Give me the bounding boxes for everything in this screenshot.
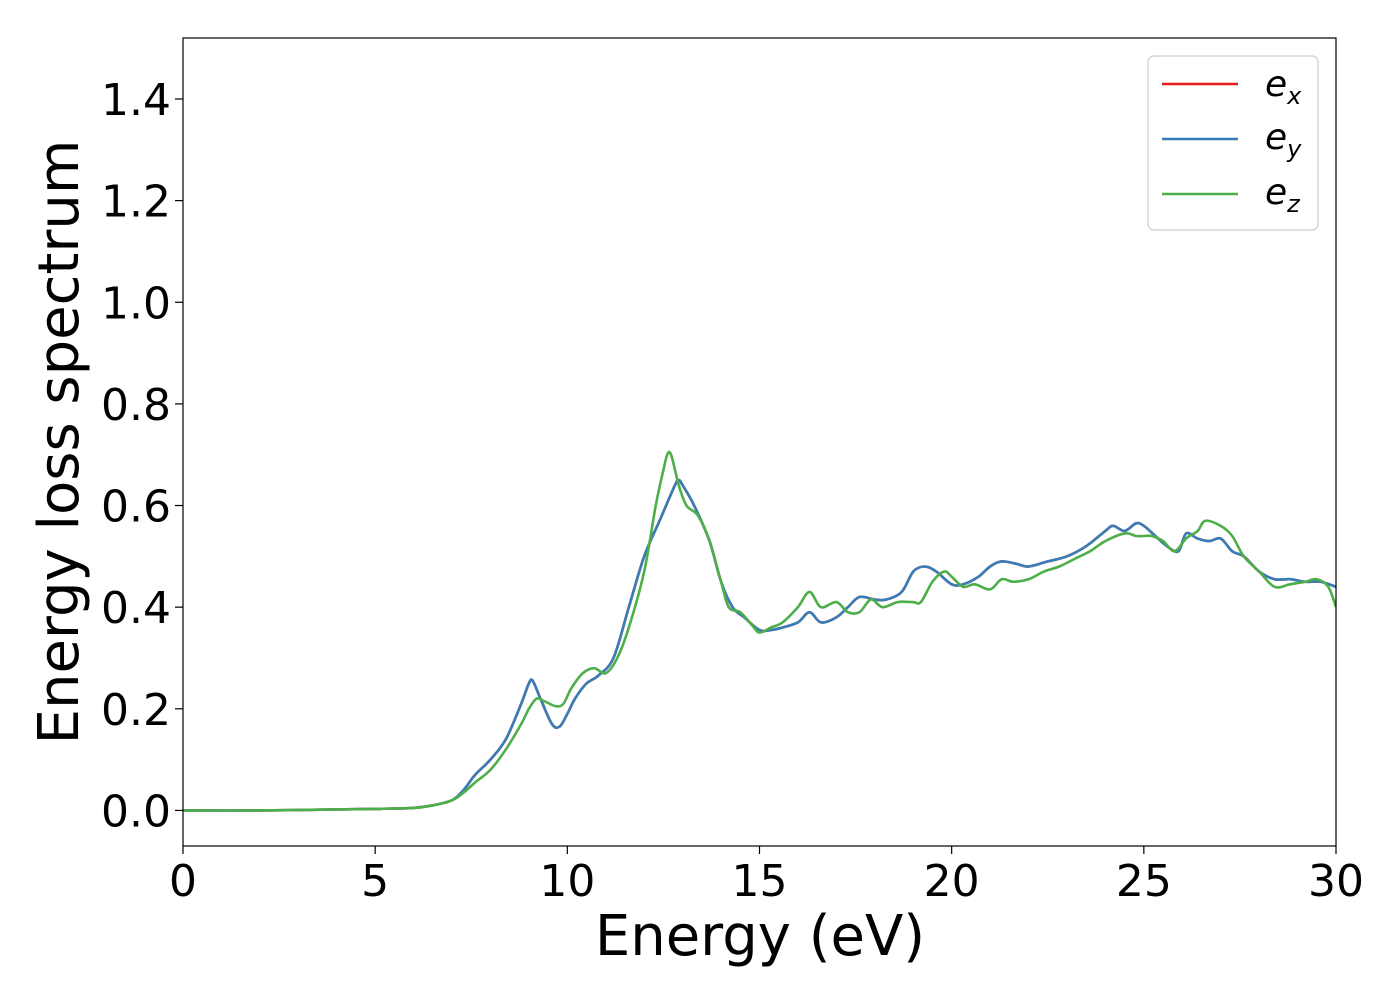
x-tick-label: 30: [1308, 856, 1364, 907]
y-axis-ticks: 0.0 0.2 0.4 0.6 0.8 1.0 1.2 1.4: [101, 75, 183, 837]
legend-label-ez-sub: z: [1286, 190, 1301, 218]
legend-label-ex-sub: x: [1286, 82, 1302, 110]
y-tick-label: 0.6: [101, 482, 171, 533]
y-tick-label: 0.2: [101, 685, 171, 736]
legend: ex ey ez: [1147, 55, 1319, 231]
y-tick-label: 1.2: [101, 177, 171, 228]
legend-label-ez: ez: [1265, 172, 1301, 218]
series-line-ex: [183, 478, 1336, 812]
x-tick-label: 5: [361, 856, 389, 907]
x-tick-label: 15: [732, 856, 788, 907]
x-axis-ticks: 0 5 10 15 20 25 30: [169, 846, 1364, 907]
legend-label-ey-sub: y: [1286, 135, 1302, 163]
legend-label-ey-main: e: [1265, 117, 1287, 158]
series-group: [183, 450, 1336, 812]
x-tick-label: 10: [539, 856, 595, 907]
y-tick-label: 1.4: [101, 75, 171, 126]
series-line-ez: [183, 450, 1336, 812]
y-tick-label: 0.8: [101, 380, 171, 431]
y-axis-title: Energy loss spectrum: [27, 140, 92, 745]
legend-label-ez-main: e: [1265, 172, 1287, 213]
x-tick-label: 0: [169, 856, 197, 907]
x-axis-title: Energy (eV): [595, 904, 925, 969]
y-tick-label: 0.0: [101, 786, 171, 837]
series-line-ey: [183, 478, 1336, 812]
x-tick-label: 20: [924, 856, 980, 907]
legend-box: [1147, 55, 1319, 231]
legend-label-ex-main: e: [1265, 64, 1287, 105]
y-tick-label: 1.0: [101, 278, 171, 329]
legend-label-ey: ey: [1265, 117, 1302, 163]
legend-label-ex: ex: [1265, 64, 1302, 110]
x-tick-label: 25: [1116, 856, 1172, 907]
y-tick-label: 0.4: [101, 583, 171, 634]
